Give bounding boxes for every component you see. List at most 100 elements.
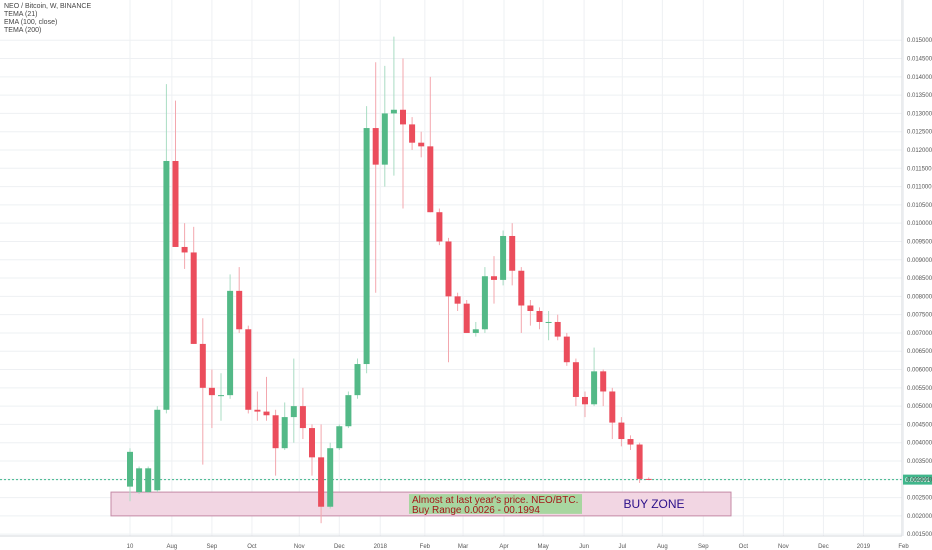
candle bbox=[627, 435, 634, 451]
candle bbox=[363, 106, 370, 374]
grid-lines bbox=[0, 0, 904, 536]
candle-body bbox=[636, 444, 643, 479]
candle bbox=[245, 325, 252, 414]
x-tick-label: Oct bbox=[247, 544, 257, 550]
candle bbox=[491, 256, 497, 304]
candle-body bbox=[572, 362, 579, 397]
candle-body bbox=[554, 321, 561, 337]
buy-zone-note-box bbox=[409, 494, 582, 514]
y-tick-label: 0.001500 bbox=[907, 532, 932, 538]
y-tick-label: 0.012000 bbox=[907, 148, 932, 154]
candle bbox=[518, 267, 525, 333]
x-tick-label: Aug bbox=[657, 544, 668, 550]
candle-body bbox=[427, 146, 434, 213]
x-tick-label: 10 bbox=[127, 544, 134, 550]
x-tick-label: Oct bbox=[739, 544, 749, 550]
candle-body bbox=[500, 235, 507, 280]
candle-body bbox=[281, 417, 288, 449]
buy-zone-note-line2: Buy Range 0.0026 - 00.1994 bbox=[412, 505, 540, 516]
candle-body bbox=[181, 246, 188, 253]
candle bbox=[563, 332, 570, 366]
y-tick-label: 0.002500 bbox=[907, 496, 932, 502]
buy-zone-label: BUY ZONE bbox=[623, 497, 684, 511]
y-tick-label: 0.003000 bbox=[907, 477, 932, 483]
candle-body bbox=[454, 296, 461, 304]
x-tick-label: Feb bbox=[420, 544, 431, 550]
candle bbox=[618, 417, 625, 447]
y-tick-label: 0.010000 bbox=[907, 221, 932, 227]
candle-body bbox=[190, 252, 197, 344]
x-tick-label: Apr bbox=[499, 544, 508, 550]
candle bbox=[545, 310, 552, 341]
buy-zone-note-line1: Almost at last year's price. NEO/BTC. bbox=[412, 495, 578, 506]
y-tick-label: 0.009500 bbox=[907, 239, 932, 245]
y-tick-label: 0.009000 bbox=[907, 258, 932, 264]
y-tick-label: 0.014000 bbox=[907, 75, 932, 81]
candle bbox=[299, 387, 306, 440]
candle-body bbox=[436, 212, 443, 242]
x-tick-label: Sep bbox=[698, 544, 709, 550]
candle bbox=[136, 466, 143, 494]
candle bbox=[145, 466, 152, 494]
candle-body bbox=[518, 270, 525, 306]
candle bbox=[172, 100, 179, 247]
candle-body bbox=[509, 235, 516, 271]
candle-body bbox=[600, 371, 607, 392]
y-tick-label: 0.008500 bbox=[907, 276, 932, 282]
candle bbox=[445, 237, 452, 363]
candle bbox=[609, 387, 616, 440]
candle bbox=[390, 36, 397, 176]
candle bbox=[572, 358, 579, 407]
candle bbox=[318, 424, 325, 524]
current-price-tag bbox=[903, 474, 932, 485]
candle-body bbox=[127, 451, 133, 487]
y-tick-label: 0.003500 bbox=[907, 459, 932, 465]
candle-body bbox=[445, 241, 452, 297]
y-tick-label: 0.007500 bbox=[907, 313, 932, 319]
candle bbox=[500, 230, 507, 286]
candle bbox=[290, 358, 297, 443]
candle bbox=[472, 321, 479, 337]
y-tick-label: 0.007000 bbox=[907, 331, 932, 337]
candle-body bbox=[218, 395, 224, 397]
candle bbox=[372, 62, 379, 293]
candle bbox=[436, 208, 443, 246]
candle bbox=[163, 84, 170, 414]
candle-body bbox=[272, 415, 279, 449]
y-axis: 0.015000 0.014500 0.014000 0.013500 0.013000… bbox=[901, 0, 932, 538]
candle bbox=[227, 274, 234, 399]
chart-legend: NEO / Bitcoin, W, BINANCE TEMA (21) EMA … bbox=[4, 3, 91, 34]
candle bbox=[409, 117, 416, 151]
candle-body bbox=[409, 124, 416, 143]
y-tick-label: 0.013500 bbox=[907, 93, 932, 99]
candle bbox=[481, 267, 488, 333]
x-tick-label: Feb bbox=[898, 544, 909, 550]
candle-body bbox=[199, 343, 206, 388]
candle bbox=[600, 369, 607, 407]
candle-body bbox=[491, 276, 497, 280]
candle bbox=[263, 376, 270, 421]
candles-layer bbox=[127, 36, 652, 524]
x-tick-label: Nov bbox=[778, 544, 789, 550]
candle-body bbox=[609, 391, 616, 423]
x-tick-label: 2019 bbox=[857, 544, 871, 550]
candle bbox=[354, 358, 361, 399]
y-tick-label: 0.013000 bbox=[907, 111, 932, 117]
x-tick-label: Jun bbox=[579, 544, 589, 550]
candle bbox=[400, 58, 406, 209]
y-tick-label: 0.004000 bbox=[907, 441, 932, 447]
y-tick-label: 0.010500 bbox=[907, 203, 932, 209]
candle-body bbox=[299, 406, 306, 429]
candle bbox=[427, 76, 434, 213]
y-tick-label: 0.005000 bbox=[907, 404, 932, 410]
candle-body bbox=[309, 428, 315, 458]
candle-body bbox=[290, 406, 297, 418]
candle-body bbox=[645, 478, 652, 480]
candle bbox=[218, 373, 224, 421]
candle-body bbox=[563, 336, 570, 363]
candle bbox=[190, 226, 197, 344]
candle-body bbox=[336, 426, 343, 449]
candle bbox=[454, 292, 461, 311]
candle bbox=[254, 391, 261, 421]
